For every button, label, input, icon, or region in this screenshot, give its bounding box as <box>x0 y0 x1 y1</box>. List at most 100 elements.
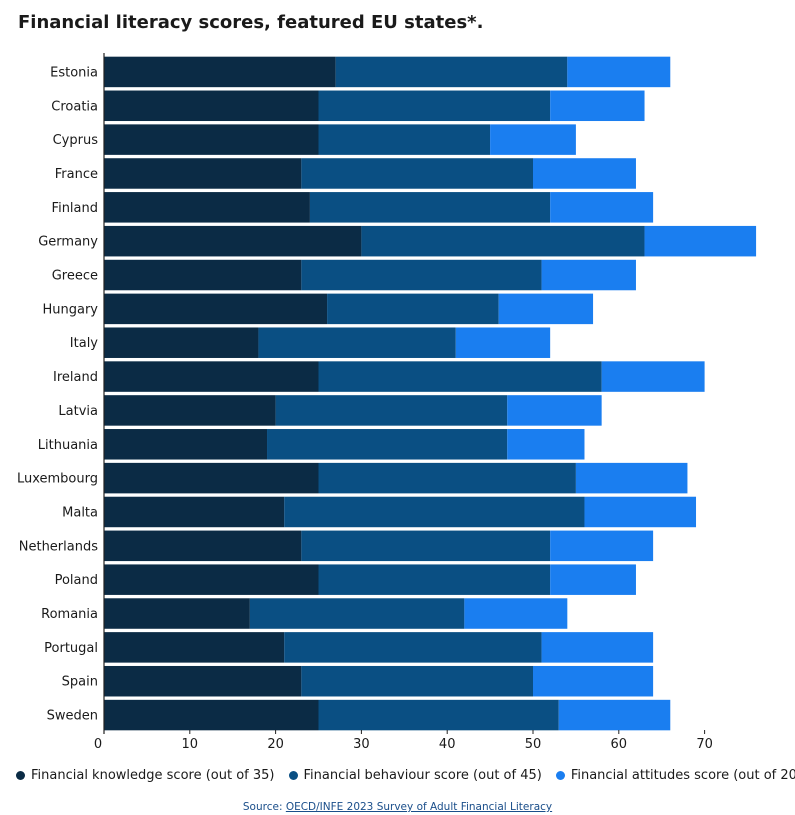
x-tick-label-30: 30 <box>353 737 370 752</box>
bar-behaviour-luxembourg <box>318 462 576 494</box>
category-label-ireland: Ireland <box>53 370 98 385</box>
bar-behaviour-latvia <box>275 395 508 426</box>
bar-knowledge-luxembourg <box>104 462 319 494</box>
category-label-poland: Poland <box>55 573 98 588</box>
bar-behaviour-spain <box>301 665 533 697</box>
bar-attitudes-lithuania <box>507 429 585 460</box>
bar-attitudes-cyprus <box>490 124 576 155</box>
bar-attitudes-france <box>533 158 636 189</box>
bar-knowledge-latvia <box>104 395 276 426</box>
category-label-finland: Finland <box>52 201 98 216</box>
bar-knowledge-greece <box>104 259 302 291</box>
category-label-greece: Greece <box>52 269 98 284</box>
x-tick-label-70: 70 <box>696 737 713 752</box>
bar-attitudes-germany <box>644 225 757 257</box>
legend-item-attitudes: Financial attitudes score (out of 20) <box>555 768 795 783</box>
bar-behaviour-greece <box>301 259 542 291</box>
x-tick-label-50: 50 <box>525 737 542 752</box>
category-label-latvia: Latvia <box>58 404 98 419</box>
bar-behaviour-cyprus <box>318 124 491 155</box>
bar-behaviour-malta <box>284 496 585 528</box>
bar-attitudes-greece <box>541 259 636 291</box>
x-tick-label-40: 40 <box>439 737 456 752</box>
x-tick-label-10: 10 <box>182 737 199 752</box>
category-label-romania: Romania <box>41 607 98 622</box>
bar-knowledge-poland <box>104 564 319 595</box>
bar-attitudes-croatia <box>550 90 645 122</box>
bars-layer <box>104 56 757 731</box>
bar-attitudes-italy <box>455 327 551 358</box>
bar-knowledge-portugal <box>104 632 285 663</box>
bar-knowledge-ireland <box>104 361 319 392</box>
bar-attitudes-ireland <box>601 361 705 392</box>
bar-behaviour-netherlands <box>301 530 551 562</box>
category-label-netherlands: Netherlands <box>19 539 98 554</box>
bar-behaviour-finland <box>309 192 551 223</box>
category-label-italy: Italy <box>70 336 99 351</box>
bar-knowledge-romania <box>104 598 250 629</box>
source-note: Source: OECD/INFE 2023 Survey of Adult F… <box>0 801 795 813</box>
bar-attitudes-luxembourg <box>575 462 688 494</box>
legend-dot-attitudes <box>555 771 565 780</box>
category-label-lithuania: Lithuania <box>38 438 98 453</box>
bar-knowledge-netherlands <box>104 530 302 562</box>
legend-label-knowledge: Financial knowledge score (out of 35) <box>31 768 275 783</box>
bar-knowledge-sweden <box>104 699 319 731</box>
legend-label-behaviour: Financial behaviour score (out of 45) <box>303 768 542 783</box>
bar-attitudes-portugal <box>541 632 654 663</box>
bar-knowledge-malta <box>104 496 285 528</box>
legend-label-attitudes: Financial attitudes score (out of 20) <box>570 768 795 783</box>
x-tick-label-60: 60 <box>611 737 628 752</box>
bar-behaviour-hungary <box>327 293 499 325</box>
source-prefix: Source: <box>242 801 286 813</box>
legend-item-behaviour: Financial behaviour score (out of 45) <box>288 768 542 783</box>
legend-dot-knowledge <box>16 771 25 780</box>
bar-behaviour-italy <box>258 327 456 358</box>
category-label-luxembourg: Luxembourg <box>17 472 98 487</box>
category-label-france: France <box>55 167 98 182</box>
bar-attitudes-latvia <box>507 395 602 426</box>
category-label-spain: Spain <box>62 675 98 690</box>
bar-behaviour-sweden <box>318 699 559 731</box>
source-link[interactable]: OECD/INFE 2023 Survey of Adult Financial… <box>285 801 553 813</box>
bar-knowledge-cyprus <box>104 124 319 155</box>
bar-behaviour-france <box>301 158 533 189</box>
category-label-estonia: Estonia <box>50 65 98 80</box>
bar-attitudes-netherlands <box>550 530 654 562</box>
bar-knowledge-lithuania <box>104 429 268 460</box>
bar-behaviour-portugal <box>284 632 542 663</box>
bar-knowledge-spain <box>104 665 302 697</box>
bar-attitudes-hungary <box>498 293 594 325</box>
bar-knowledge-finland <box>104 192 310 223</box>
bar-attitudes-finland <box>550 192 654 223</box>
bar-knowledge-france <box>104 158 302 189</box>
bar-behaviour-estonia <box>335 56 568 88</box>
bar-attitudes-spain <box>533 665 654 697</box>
bar-attitudes-malta <box>584 496 697 528</box>
bar-knowledge-germany <box>104 225 362 257</box>
legend-dot-behaviour <box>288 771 298 780</box>
bar-behaviour-croatia <box>318 90 551 122</box>
legend: Financial knowledge score (out of 35) Fi… <box>16 768 795 783</box>
category-label-croatia: Croatia <box>51 99 98 114</box>
bar-knowledge-estonia <box>104 56 336 88</box>
bar-behaviour-poland <box>318 564 551 595</box>
category-label-portugal: Portugal <box>44 641 98 656</box>
bar-knowledge-italy <box>104 327 259 358</box>
category-label-germany: Germany <box>38 235 98 250</box>
bar-knowledge-croatia <box>104 90 319 122</box>
x-tick-label-0: 0 <box>94 737 102 752</box>
bar-behaviour-germany <box>361 225 645 257</box>
chart-title: Financial literacy scores, featured EU s… <box>18 12 484 33</box>
x-tick-label-20: 20 <box>267 737 284 752</box>
bar-attitudes-estonia <box>567 56 671 88</box>
category-label-sweden: Sweden <box>47 709 98 724</box>
category-label-cyprus: Cyprus <box>53 133 99 148</box>
category-labels: Estonia Croatia Cyprus France Finland Germany… <box>17 65 98 723</box>
bar-knowledge-hungary <box>104 293 328 325</box>
bar-attitudes-poland <box>550 564 636 595</box>
bar-behaviour-ireland <box>318 361 602 392</box>
bar-behaviour-romania <box>249 598 465 629</box>
bar-attitudes-sweden <box>558 699 671 731</box>
